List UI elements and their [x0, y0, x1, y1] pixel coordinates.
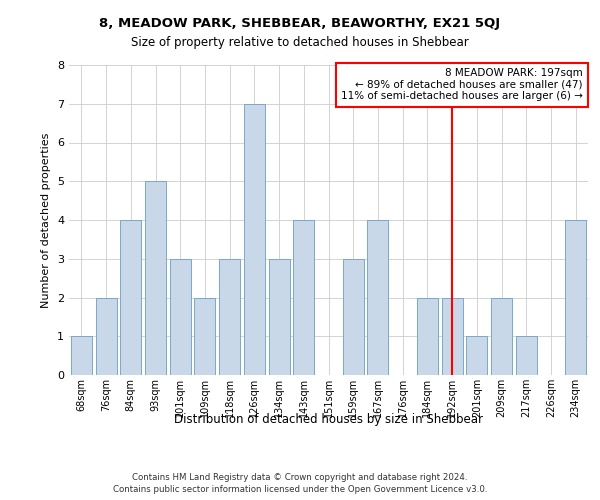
Bar [194, 298, 215, 375]
Bar [417, 298, 438, 375]
Bar [219, 259, 240, 375]
Bar [367, 220, 388, 375]
Bar [466, 336, 487, 375]
Bar [145, 181, 166, 375]
Text: Contains HM Land Registry data © Crown copyright and database right 2024.
Contai: Contains HM Land Registry data © Crown c… [113, 472, 487, 494]
Text: 8, MEADOW PARK, SHEBBEAR, BEAWORTHY, EX21 5QJ: 8, MEADOW PARK, SHEBBEAR, BEAWORTHY, EX2… [100, 18, 500, 30]
Text: 8 MEADOW PARK: 197sqm
← 89% of detached houses are smaller (47)
11% of semi-deta: 8 MEADOW PARK: 197sqm ← 89% of detached … [341, 68, 583, 102]
Bar [120, 220, 141, 375]
Bar [516, 336, 537, 375]
Bar [95, 298, 116, 375]
Text: Distribution of detached houses by size in Shebbear: Distribution of detached houses by size … [175, 412, 484, 426]
Bar [491, 298, 512, 375]
Bar [565, 220, 586, 375]
Bar [442, 298, 463, 375]
Bar [269, 259, 290, 375]
Bar [293, 220, 314, 375]
Bar [170, 259, 191, 375]
Y-axis label: Number of detached properties: Number of detached properties [41, 132, 52, 308]
Bar [343, 259, 364, 375]
Text: Size of property relative to detached houses in Shebbear: Size of property relative to detached ho… [131, 36, 469, 49]
Bar [71, 336, 92, 375]
Bar [244, 104, 265, 375]
